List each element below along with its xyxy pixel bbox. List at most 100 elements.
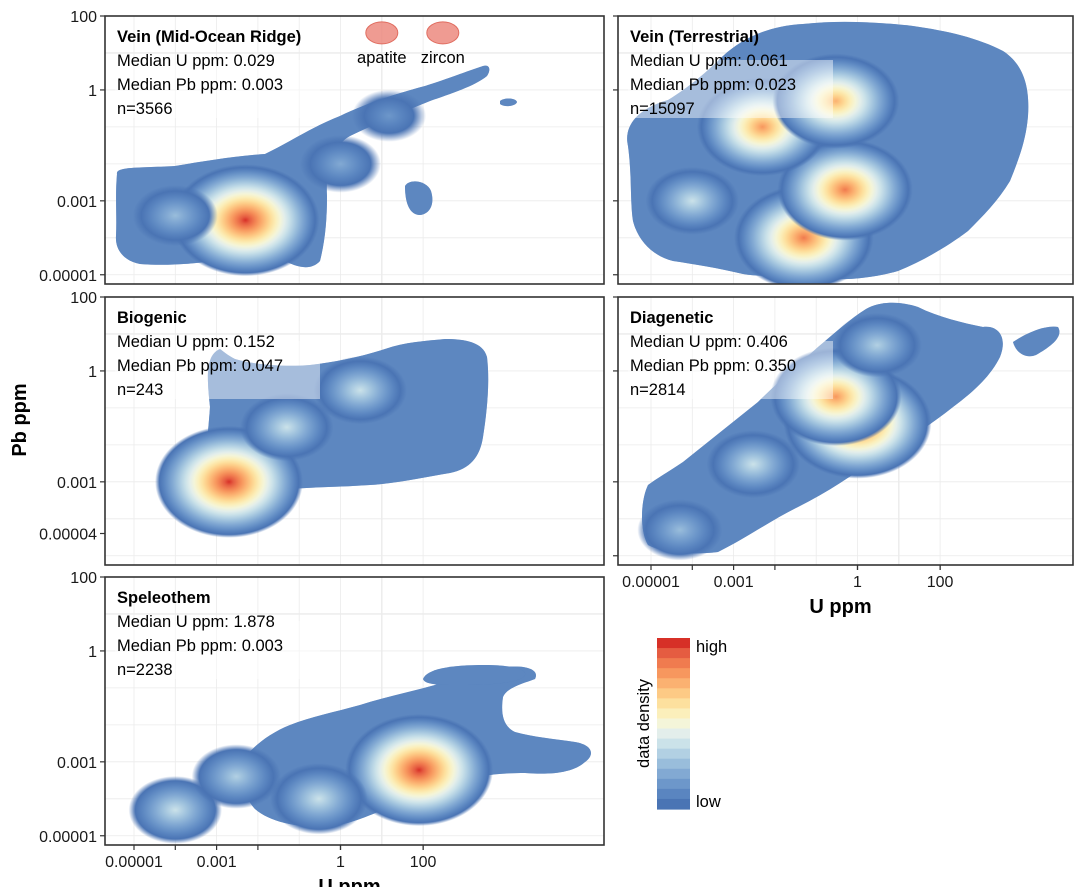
x-tick-label: 0.00001: [622, 574, 680, 591]
density-hotspot: [832, 312, 922, 378]
x-tick-label: 1: [336, 854, 345, 871]
y-tick-label: 0.00004: [39, 527, 97, 544]
x-tick-label: 1: [853, 574, 862, 591]
panel-border: [104, 15, 605, 285]
panel: Biogenic Median U ppm: 0.152 Median Pb ppm…: [104, 296, 605, 566]
density-hotspot: [352, 89, 427, 142]
legend-high-label: high: [696, 638, 727, 656]
x-axis-title: U ppm: [318, 876, 380, 887]
density-hotspot: [191, 744, 281, 809]
legend-color-step: [657, 658, 690, 669]
median-pb: Median Pb ppm: 0.350: [630, 357, 796, 375]
legend-color-step: [657, 648, 690, 659]
y-tick-label: 0.001: [57, 475, 97, 492]
panel-annotation: Vein (Terrestrial) Median U ppm: 0.061 Med…: [628, 28, 833, 118]
density-hotspot: [777, 138, 913, 241]
median-u: Median U ppm: 0.152: [117, 333, 275, 351]
legend-color-step: [657, 668, 690, 679]
panel: apatite zircon Vein (Mid-Ocean Ridge) Media…: [104, 15, 605, 285]
legend-color-step: [657, 728, 690, 740]
density-region: [115, 65, 517, 277]
y-tick-label: 0.00001: [39, 829, 97, 846]
panel-title: Vein (Mid-Ocean Ridge): [117, 28, 301, 46]
median-u: Median U ppm: 0.029: [117, 52, 275, 70]
legend-title: data density: [635, 678, 653, 768]
x-axis-title: U ppm: [809, 596, 871, 618]
legend-color-step: [657, 718, 690, 730]
legend-color-step: [657, 748, 690, 760]
density-hotspot: [772, 53, 900, 149]
y-tick-label: 0.001: [57, 755, 97, 772]
density-hotspot: [300, 135, 381, 193]
panel-title: Vein (Terrestrial): [630, 28, 759, 46]
panel-annotation: Diagenetic Median U ppm: 0.406 Median Pb p…: [628, 309, 833, 399]
panel: Diagenetic Median U ppm: 0.406 Median Pb p…: [617, 296, 1074, 566]
density-hotspot: [637, 499, 723, 561]
axes-layer: 100 1 0.001 0.00001 100 1 0.001 0.00004 0.00001 0…: [9, 9, 954, 887]
panel-border: [104, 296, 605, 566]
legend-color-step: [657, 768, 690, 780]
annotation-backing: [115, 621, 320, 679]
density-hotspot: [240, 393, 334, 462]
legend-color-step: [657, 708, 690, 720]
median-u: Median U ppm: 1.878: [117, 613, 275, 631]
legend-color-step: [657, 638, 690, 649]
median-pb: Median Pb ppm: 0.047: [117, 357, 283, 375]
panel-annotation: Vein (Mid-Ocean Ridge) Median U ppm: 0.02…: [115, 28, 320, 118]
facet-panels: apatite zircon Vein (Mid-Ocean Ridge) Media…: [104, 15, 1074, 846]
y-tick-label: 100: [70, 9, 97, 26]
legend-low-label: low: [696, 793, 721, 811]
annotation-backing: [115, 341, 320, 399]
panel: Vein (Terrestrial) Median U ppm: 0.061 Med…: [617, 15, 1074, 285]
reference-point-label: apatite: [357, 49, 407, 67]
density-hotspot: [345, 714, 494, 827]
median-pb: Median Pb ppm: 0.003: [117, 637, 283, 655]
sample-count: n=3566: [117, 100, 173, 118]
density-legend: high low data density: [635, 638, 727, 811]
legend-color-step: [657, 778, 690, 790]
y-axis-title: Pb ppm: [9, 383, 31, 456]
panel-title: Biogenic: [117, 309, 187, 327]
density-region: [128, 665, 591, 844]
sample-count: n=15097: [630, 100, 695, 118]
y-tick-label: 1: [88, 83, 97, 100]
y-tick-label: 1: [88, 364, 97, 381]
panel-annotation: Speleothem Median U ppm: 1.878 Median Pb p…: [115, 589, 320, 679]
density-contour-inner: [500, 98, 517, 107]
density-hotspot: [171, 164, 320, 277]
median-pb: Median Pb ppm: 0.023: [630, 76, 796, 94]
legend-color-step: [657, 688, 690, 699]
reference-point-marker: [365, 21, 399, 45]
legend-color-step: [657, 738, 690, 750]
y-tick-label: 0.00001: [39, 268, 97, 285]
annotation-backing: [115, 60, 320, 118]
x-tick-label: 100: [410, 854, 437, 871]
panel-title: Diagenetic: [630, 309, 713, 327]
panel: Speleothem Median U ppm: 1.878 Median Pb p…: [104, 576, 605, 846]
density-hotspot: [270, 763, 368, 835]
density-contour-inner: [423, 665, 526, 685]
legend-color-step: [657, 788, 690, 800]
panel-annotation: Biogenic Median U ppm: 0.152 Median Pb ppm…: [115, 309, 320, 399]
density-hotspot: [706, 430, 801, 499]
panel-title: Speleothem: [117, 589, 211, 607]
reference-point-label: zircon: [421, 49, 465, 67]
sample-count: n=243: [117, 381, 163, 399]
density-region: [637, 302, 1060, 561]
y-tick-label: 1: [88, 644, 97, 661]
legend-color-step: [657, 798, 690, 810]
density-hotspot: [313, 356, 407, 425]
density-hotspot: [645, 166, 739, 235]
x-tick-label: 0.001: [714, 574, 754, 591]
x-tick-label: 100: [927, 574, 954, 591]
panel-border: [617, 296, 1074, 566]
y-tick-label: 100: [70, 570, 97, 587]
panel-border: [617, 15, 1074, 285]
sample-count: n=2814: [630, 381, 686, 399]
annotation-backing: [628, 341, 833, 399]
y-tick-label: 100: [70, 290, 97, 307]
x-tick-label: 0.001: [197, 854, 237, 871]
density-region: [627, 21, 1029, 284]
panel-border: [104, 576, 605, 846]
